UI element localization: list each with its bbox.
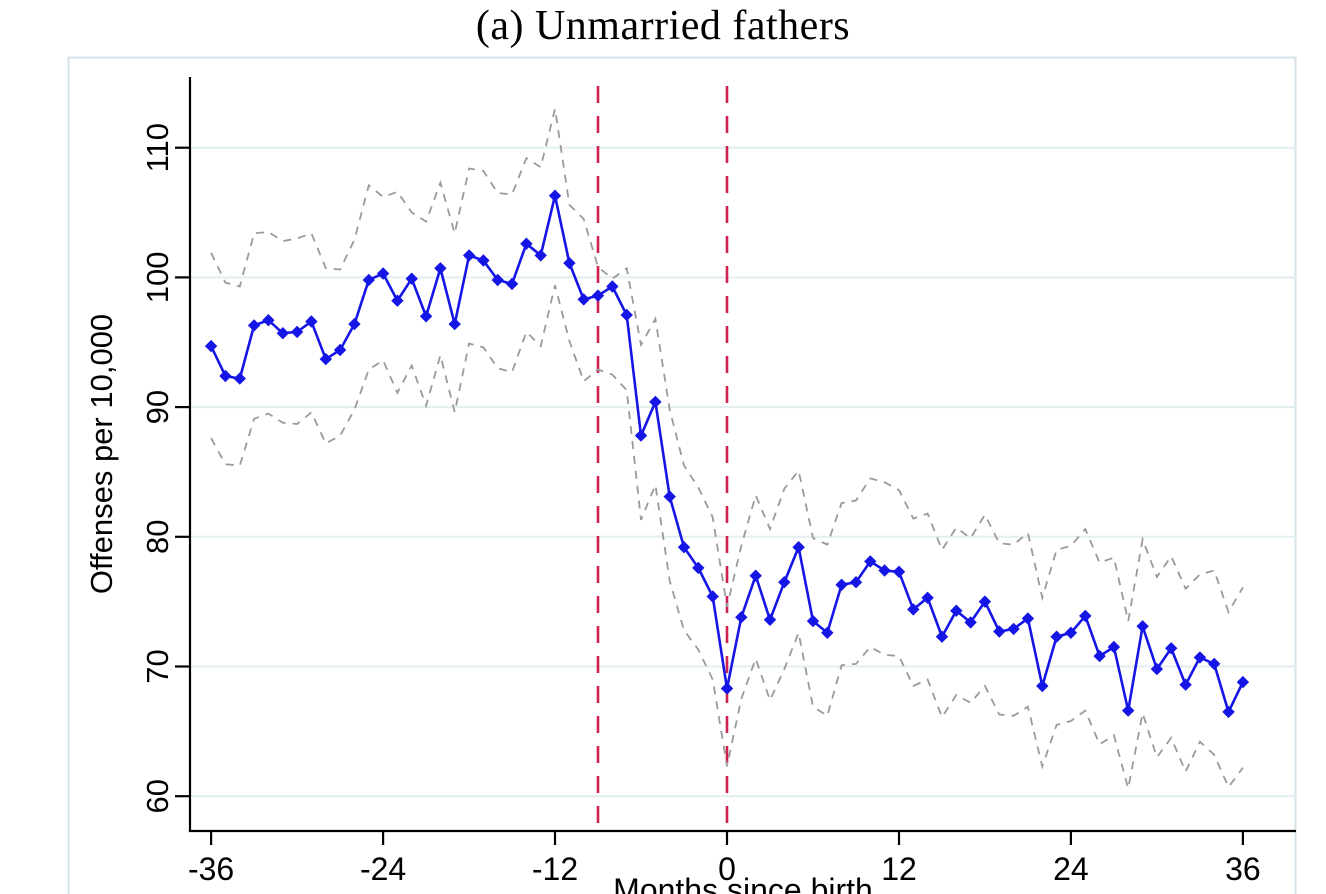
data-point-marker: [505, 277, 519, 291]
data-point-marker: [276, 327, 289, 340]
y-tick-label: 110: [140, 123, 175, 172]
data-point-marker: [563, 256, 576, 270]
data-point-marker: [620, 308, 633, 322]
data-point-marker: [477, 254, 490, 267]
y-axis-title: Offenses per 10,000: [84, 314, 119, 594]
data-point-marker: [434, 262, 447, 275]
data-point-marker: [706, 590, 719, 603]
data-point-marker: [677, 541, 691, 554]
data-point-marker: [763, 613, 777, 626]
data-point-marker: [262, 314, 275, 327]
y-axis-ticks: 60 70 80 90 100 110: [140, 123, 190, 813]
x-tick-label: 24: [1053, 851, 1089, 887]
data-point-marker: [606, 280, 619, 293]
x-tick-label: -36: [188, 851, 234, 887]
data-point-marker: [907, 603, 920, 616]
chart-title: (a) Unmarried fathers: [475, 3, 851, 49]
data-point-marker: [1021, 612, 1035, 625]
data-point-marker: [534, 249, 547, 262]
data-point-marker: [835, 578, 848, 591]
data-point-marker: [305, 315, 318, 328]
data-point-marker: [448, 317, 461, 331]
x-axis-title: Months since birth: [613, 872, 873, 894]
data-point-marker: [964, 616, 977, 629]
data-point-marker: [692, 561, 705, 575]
y-tick-label: 90: [140, 390, 175, 424]
x-tick-label: 12: [881, 851, 917, 887]
data-point-marker: [806, 614, 820, 628]
graph-region-border: [67, 56, 1297, 894]
data-point-marker: [950, 604, 963, 617]
data-point-marker: [319, 352, 332, 366]
data-point-marker: [1179, 678, 1192, 691]
x-tick-label: -24: [360, 851, 406, 887]
data-point-marker: [1007, 622, 1020, 636]
offense-series-markers: [204, 189, 1250, 719]
data-point-marker: [247, 319, 261, 332]
ci-lower-line: [210, 284, 1244, 789]
y-tick-label: 100: [140, 252, 175, 304]
data-point-marker: [1107, 640, 1121, 654]
y-tick-label: 70: [140, 649, 175, 683]
data-point-marker: [1165, 642, 1178, 655]
data-point-marker: [462, 249, 476, 262]
data-point-marker: [1208, 657, 1221, 671]
data-point-marker: [1050, 630, 1063, 643]
data-point-marker: [204, 339, 218, 353]
data-point-marker: [864, 555, 877, 568]
data-point-marker: [1136, 620, 1149, 633]
data-point-marker: [290, 325, 304, 339]
data-point-marker: [921, 591, 934, 604]
data-point-marker: [978, 595, 992, 608]
data-point-marker: [993, 625, 1006, 638]
data-point-marker: [491, 273, 504, 287]
data-point-marker: [1193, 651, 1207, 664]
data-point-marker: [333, 343, 347, 357]
data-point-marker: [1236, 675, 1250, 689]
data-point-marker: [1122, 704, 1135, 717]
data-point-marker: [577, 293, 590, 306]
data-point-marker: [634, 429, 648, 442]
data-point-marker: [233, 372, 246, 385]
data-point-marker: [778, 576, 791, 589]
data-point-marker: [821, 626, 834, 639]
data-point-marker: [1150, 662, 1164, 676]
data-point-marker: [1093, 649, 1106, 663]
data-point-marker: [792, 541, 805, 554]
reference-lines: [596, 86, 729, 831]
axes: [188, 77, 1296, 833]
data-point-marker: [935, 630, 949, 643]
data-point-marker: [405, 272, 418, 285]
data-point-marker: [520, 237, 533, 250]
data-point-marker: [419, 310, 433, 323]
data-point-marker: [1079, 609, 1092, 623]
y-tick-label: 80: [140, 520, 175, 554]
data-point-marker: [878, 564, 891, 577]
data-point-marker: [362, 273, 375, 287]
data-point-marker: [1222, 705, 1235, 719]
data-point-marker: [391, 294, 404, 307]
data-point-marker: [1064, 626, 1078, 639]
data-point-marker: [663, 490, 676, 503]
y-tick-label: 60: [140, 779, 175, 813]
data-point-marker: [735, 611, 748, 624]
ci-upper-line: [210, 108, 1244, 622]
data-point-marker: [892, 565, 906, 578]
data-point-marker: [849, 576, 863, 589]
x-tick-label: -12: [532, 851, 578, 887]
data-point-marker: [376, 267, 390, 280]
data-point-marker: [1036, 679, 1049, 693]
x-tick-label: 36: [1225, 851, 1261, 887]
x-tick-label: 0: [718, 851, 736, 887]
data-point-marker: [548, 189, 562, 202]
data-point-marker: [749, 569, 762, 582]
data-point-marker: [219, 369, 232, 383]
x-axis-ticks: -36 -24 -12 0 12 24 36: [188, 831, 1261, 887]
data-point-marker: [348, 317, 361, 331]
data-point-marker: [649, 395, 662, 409]
data-point-marker: [720, 682, 734, 695]
data-point-marker: [591, 289, 605, 302]
